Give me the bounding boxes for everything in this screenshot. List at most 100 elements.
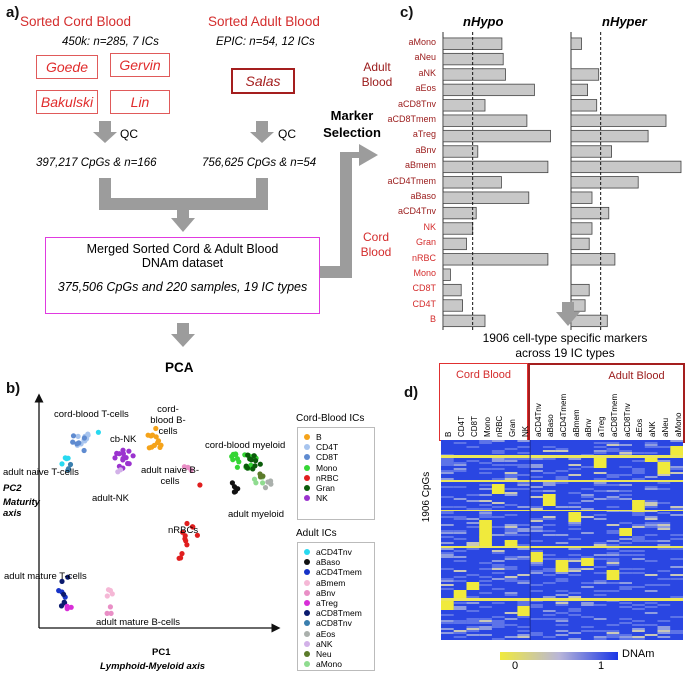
heatmap-cell: [441, 542, 454, 544]
heatmap-cell: [593, 518, 607, 520]
title-nhypo: nHypo: [463, 14, 504, 29]
heatmap-marker-block: [491, 484, 505, 494]
pca-point-cd8t: [70, 439, 76, 445]
heatmap-cell: [606, 484, 620, 486]
pca-point-gran: [244, 465, 251, 471]
heatmap-cell: [542, 490, 556, 492]
legend-label: nRBC: [316, 472, 339, 483]
heatmap-cell: [568, 608, 582, 610]
heatmap-cell: [581, 556, 594, 558]
heatmap-cell: [542, 524, 556, 526]
heatmap-cell: [491, 552, 505, 554]
heatmap-cell: [644, 522, 658, 524]
adult-qc-label: QC: [278, 127, 296, 141]
heatmap-cell: [517, 528, 531, 530]
study-lin: Lin: [110, 90, 170, 114]
merged-line2: DNAm dataset: [141, 256, 224, 270]
down-arrow-c-to-d: [556, 302, 580, 326]
heatmap-title: 1906 cell-type specific markers across 1…: [482, 331, 648, 360]
heatmap-cell: [491, 534, 505, 536]
bar-category-label: Mono: [413, 268, 436, 278]
bar-nhypo-abaso: [442, 191, 530, 204]
bar-category-label: CD8T: [412, 283, 436, 294]
heatmap-cell: [568, 538, 582, 540]
heatmap-cell: [466, 494, 480, 496]
heatmap-cell: [657, 584, 671, 586]
heatmap-cell: [479, 472, 492, 474]
heatmap-cell: [619, 586, 632, 588]
heatmap-cell: [530, 506, 543, 508]
heatmap-cell: [632, 478, 645, 480]
legend-label: Gran: [316, 483, 335, 494]
ann-adult-naive-t: adult naive T-cells: [3, 467, 79, 478]
heatmap-cell: [491, 478, 505, 480]
adult-legend-item: aEos: [304, 629, 374, 639]
heatmap-cell: [530, 528, 543, 530]
heatmap-cell: [632, 468, 645, 470]
bar-nhypo-aeos: [442, 83, 535, 97]
heatmap-cell: [657, 482, 671, 484]
heatmap-cell: [657, 446, 671, 448]
heatmap-cell: [504, 566, 518, 568]
heatmap-cell: [530, 606, 543, 608]
heatmap-cell: [555, 578, 569, 580]
bar-nhypo-acd8tmem: [442, 114, 528, 127]
heatmap-cell: [593, 604, 607, 606]
legend-label: aBaso: [316, 557, 341, 568]
heatmap-cell: [581, 488, 594, 490]
heatmap-cell: [644, 590, 658, 592]
heatmap-cell: [504, 558, 518, 560]
heatmap-cell: [593, 638, 607, 640]
pca-point-acd4tnv: [64, 456, 70, 462]
pca-point-gran: [251, 453, 257, 459]
heatmap-cell: [453, 462, 467, 464]
pca-point-mono: [234, 464, 240, 470]
heatmap-cell: [644, 446, 658, 448]
heatmap-cell: [504, 474, 518, 476]
heatmap-cell: [479, 468, 492, 470]
cord-legend-item: Mono: [304, 463, 374, 473]
heatmap-cell: [632, 608, 645, 610]
heatmap-cell: [441, 588, 454, 590]
heatmap-marker-block: [542, 494, 556, 506]
legend-cord-title: Cord-Blood ICs: [296, 413, 365, 424]
heatmap-cell: [657, 548, 671, 550]
heatmap-cell: [657, 628, 671, 630]
heatmap-cell: [568, 560, 582, 562]
heatmap-cell: [441, 470, 454, 472]
heatmap-cell: [644, 574, 658, 576]
heatmap-cell: [542, 568, 556, 570]
heatmap-cell: [530, 584, 543, 586]
heatmap-cell: [670, 440, 683, 442]
pca-point-nrbc: [183, 538, 189, 544]
heatmap-cell: [517, 548, 531, 550]
heatmap-cell: [530, 464, 543, 466]
heatmap-cell: [542, 610, 556, 612]
heatmap-cell: [606, 558, 620, 560]
heatmap-cell: [504, 472, 518, 474]
heatmap-cell: [593, 590, 607, 592]
adult-heatmap-title: Adult Blood: [608, 370, 665, 382]
heatmap-cell: [593, 566, 607, 568]
heatmap-cell: [670, 566, 683, 568]
heatmap-cell: [644, 526, 658, 528]
heatmap-cell: [606, 498, 620, 500]
heatmap-cell: [453, 516, 467, 518]
bar-category-label: aCD8Tnv: [397, 98, 436, 109]
bar-nhypo-b: [442, 314, 486, 328]
heatmap-cell: [491, 568, 505, 570]
heatmap-cell: [555, 534, 569, 536]
heatmap-cell: [568, 464, 582, 466]
heatmap-cell: [453, 506, 467, 508]
heatmap-cell: [453, 486, 467, 488]
heatmap-marker-block: [593, 458, 607, 468]
cord-legend-item: nRBC: [304, 473, 374, 483]
pca-point-gran: [257, 461, 263, 467]
heatmap-cell: [593, 446, 607, 448]
heatmap-cell: [542, 534, 556, 536]
heatmap-cell: [542, 558, 556, 560]
adult-legend-item: aBmem: [304, 578, 374, 588]
bar-nhypo-mono: [442, 268, 451, 281]
heatmap-cell: [555, 618, 569, 620]
legend-dot: [304, 444, 310, 451]
